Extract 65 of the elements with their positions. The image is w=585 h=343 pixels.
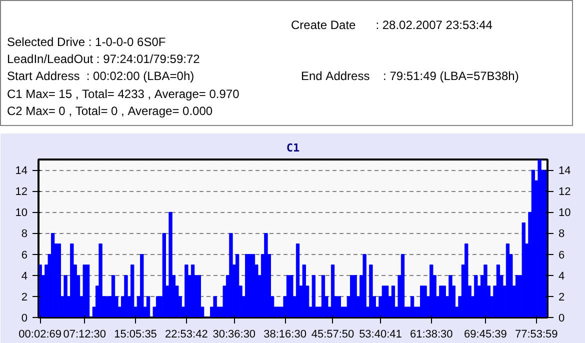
- y2-tick-label: 6: [558, 249, 565, 262]
- bar: [197, 275, 201, 318]
- x-tick-label: 07:12:30: [63, 328, 106, 340]
- x-tick-label: 22:53:42: [165, 328, 208, 340]
- y-tick-label: 6: [21, 249, 28, 262]
- bar: [369, 264, 373, 318]
- x-tick-label: 69:45:39: [464, 328, 507, 340]
- y2-tick-label: 10: [558, 207, 571, 220]
- x-tick-label: 77:53:59: [514, 328, 558, 340]
- bar: [353, 275, 357, 318]
- text: C1 Max= 15 , Total= 4233 , Average= 0.970: [7, 86, 240, 103]
- y2-tick-label: 14: [558, 165, 571, 178]
- bar: [522, 222, 526, 318]
- bar: [423, 286, 427, 318]
- chart-title: C1: [286, 142, 300, 154]
- bar: [484, 264, 488, 318]
- y2-tick-label: 4: [558, 270, 565, 282]
- y2-tick-label: 8: [558, 228, 565, 240]
- y2-tick-label: 0: [558, 312, 565, 324]
- x-tick-label: 15:05:35: [114, 328, 157, 340]
- bar: [57, 244, 62, 318]
- text: Start Address : 00:02:00 (LBA=0h): [7, 69, 194, 84]
- x-tick-label: 30:36:30: [212, 328, 256, 340]
- x-tick-label: 45:57:50: [311, 328, 354, 340]
- bar: [229, 232, 233, 318]
- x-tick-label: 61:38:30: [410, 328, 453, 340]
- bar: [391, 286, 396, 318]
- text: LeadIn/LeadOut : 97:24:01/79:59:72: [7, 51, 201, 68]
- text: End Address : 79:51:49 (LBA=57B38h): [301, 68, 519, 86]
- bar: [124, 275, 128, 318]
- bar: [130, 264, 134, 318]
- bar: [82, 264, 86, 318]
- text: Selected Drive : 1-0-0-0 6S0F: [7, 34, 167, 52]
- bar: [382, 286, 386, 318]
- x-tick-label: 00:02:69: [18, 328, 62, 340]
- y-tick-label: 4: [21, 270, 28, 282]
- bar: [98, 244, 102, 318]
- bar: [140, 254, 144, 318]
- x-tick-label: 53:40:41: [359, 328, 402, 340]
- bar: [400, 254, 405, 318]
- bar: [290, 275, 294, 318]
- y-tick-label: 8: [21, 228, 28, 240]
- bar: [337, 296, 341, 318]
- text: C2 Max= 0 , Total= 0 , Average= 0.000: [7, 102, 214, 120]
- bar: [464, 244, 468, 318]
- y-tick-label: 12: [15, 186, 28, 198]
- bar: [442, 286, 446, 318]
- bar: [146, 296, 150, 318]
- y-tick-label: 14: [15, 165, 28, 178]
- y2-tick-label: 2: [558, 291, 565, 304]
- text: Create Date : 28.02.2007 23:53:44: [291, 17, 492, 34]
- bar: [168, 212, 172, 318]
- bar: [162, 232, 166, 318]
- bar: [213, 296, 217, 318]
- x-tick-label: 38:16:30: [264, 328, 306, 340]
- bar: [362, 254, 366, 318]
- bar: [312, 275, 316, 318]
- bar: [64, 275, 68, 318]
- y-tick-label: 0: [21, 312, 28, 324]
- y2-tick-label: 12: [558, 186, 571, 198]
- bar: [302, 264, 306, 318]
- bar: [86, 264, 90, 318]
- y-tick-label: 2: [21, 291, 28, 304]
- bar: [385, 286, 389, 318]
- y-tick-label: 10: [15, 207, 28, 220]
